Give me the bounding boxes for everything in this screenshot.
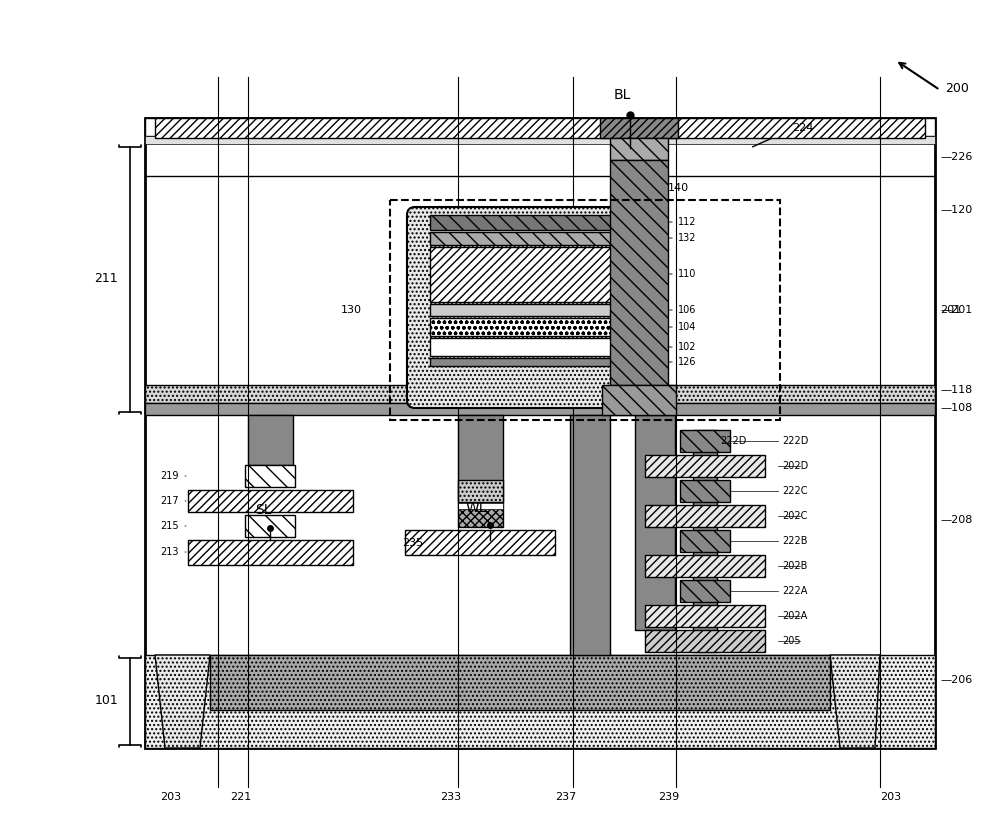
Text: 222B: 222B (782, 536, 808, 546)
Text: 202C: 202C (782, 511, 807, 521)
Bar (645, 555, 765, 577)
Text: 102: 102 (678, 342, 696, 352)
Bar (610, 160, 668, 385)
Text: —206: —206 (940, 675, 972, 685)
Text: —118: —118 (940, 385, 972, 395)
Text: 132: 132 (678, 233, 696, 243)
Text: 202D: 202D (782, 461, 808, 471)
Bar (635, 415, 675, 630)
Text: —208: —208 (940, 515, 972, 525)
Text: 219: 219 (160, 471, 178, 481)
Text: 211: 211 (94, 272, 118, 285)
Text: 213: 213 (160, 547, 178, 557)
Text: 224: 224 (792, 123, 813, 133)
Bar (145, 118, 935, 748)
Bar (570, 415, 610, 655)
Bar (145, 118, 935, 136)
Bar (602, 385, 676, 415)
Text: —120: —120 (940, 205, 972, 215)
Bar (145, 655, 935, 748)
Text: 106: 106 (678, 305, 696, 315)
Bar (680, 480, 730, 502)
Bar (680, 580, 730, 602)
Bar (458, 503, 503, 509)
Bar (245, 465, 295, 487)
Bar (600, 118, 678, 138)
Text: 130: 130 (341, 305, 362, 315)
Text: WL: WL (465, 501, 487, 515)
Text: 202A: 202A (782, 611, 807, 621)
Bar (430, 358, 620, 366)
Text: 222D: 222D (782, 436, 808, 446)
Bar (188, 490, 353, 512)
Text: —201: —201 (940, 305, 972, 315)
Text: 201: 201 (940, 305, 961, 315)
Text: 222D: 222D (720, 436, 746, 446)
Bar (680, 430, 730, 452)
Text: 126: 126 (678, 357, 696, 367)
Text: BL: BL (613, 88, 631, 102)
Polygon shape (155, 655, 210, 748)
Bar (458, 480, 503, 502)
Bar (645, 605, 765, 627)
Bar (680, 530, 730, 552)
Bar (645, 505, 765, 527)
Bar (155, 118, 925, 138)
Text: 112: 112 (678, 217, 696, 227)
Bar (145, 385, 935, 403)
Bar (248, 415, 293, 465)
Bar (645, 455, 765, 477)
Text: 101: 101 (94, 695, 118, 708)
Bar (430, 232, 620, 245)
Text: 202B: 202B (782, 561, 807, 571)
Text: 205: 205 (782, 636, 801, 646)
Bar (145, 403, 935, 415)
Bar (458, 505, 503, 527)
Bar (430, 318, 620, 336)
Text: 215: 215 (160, 521, 179, 531)
Bar (693, 430, 717, 652)
Text: 200: 200 (945, 82, 969, 95)
Bar (405, 530, 555, 555)
Bar (645, 630, 765, 652)
Text: 203: 203 (160, 792, 181, 802)
Text: 203: 203 (880, 792, 901, 802)
Bar (390, 200, 780, 420)
Text: 104: 104 (678, 322, 696, 332)
Polygon shape (830, 655, 880, 748)
Text: —226: —226 (940, 152, 972, 162)
Text: 237: 237 (555, 792, 576, 802)
Bar (210, 655, 830, 710)
Text: SL: SL (255, 503, 271, 517)
Bar (245, 515, 295, 537)
Bar (145, 136, 935, 144)
Text: 221: 221 (230, 792, 251, 802)
Bar (430, 304, 620, 316)
Text: —108: —108 (940, 403, 972, 413)
Text: 222C: 222C (782, 486, 808, 496)
Text: 140: 140 (668, 183, 689, 193)
Text: 235: 235 (402, 538, 423, 548)
Bar (430, 247, 620, 302)
Text: 207: 207 (510, 540, 531, 550)
Text: 222A: 222A (782, 586, 807, 596)
Text: 239: 239 (658, 792, 679, 802)
Bar (458, 415, 503, 505)
Bar (430, 215, 620, 230)
Text: 233: 233 (440, 792, 461, 802)
Bar (610, 138, 668, 160)
Bar (188, 540, 353, 565)
Text: 217: 217 (160, 496, 179, 506)
FancyBboxPatch shape (407, 207, 643, 408)
Bar (430, 338, 620, 356)
Text: 110: 110 (678, 269, 696, 279)
